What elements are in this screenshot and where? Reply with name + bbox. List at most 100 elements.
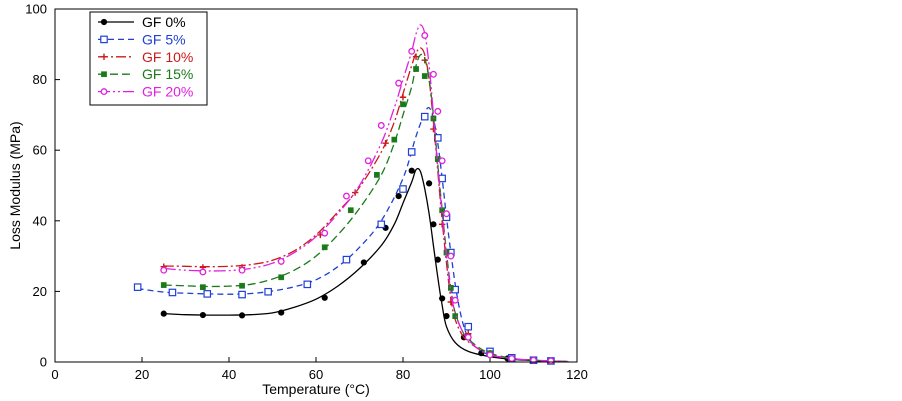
legend-marker bbox=[100, 88, 108, 96]
legend-label: GF 20% bbox=[142, 84, 193, 100]
x-tick-label: 60 bbox=[309, 367, 323, 382]
data-point bbox=[374, 172, 380, 178]
legend-label: GF 15% bbox=[142, 66, 193, 82]
data-point bbox=[133, 283, 142, 291]
series-line bbox=[163, 167, 569, 363]
data-point bbox=[439, 295, 446, 302]
data-point bbox=[438, 157, 446, 165]
x-tick-label: 40 bbox=[222, 367, 236, 382]
legend-label: GF 0% bbox=[142, 14, 186, 30]
data-point bbox=[400, 101, 406, 108]
data-point bbox=[420, 112, 429, 121]
y-axis-title: Loss Modulus (MPa) bbox=[7, 121, 23, 249]
data-point bbox=[452, 313, 459, 319]
data-point bbox=[364, 157, 372, 165]
legend-box bbox=[89, 11, 208, 106]
y-tick-label: 40 bbox=[33, 213, 47, 228]
legend-item: GF 5% bbox=[98, 31, 186, 47]
data-point bbox=[200, 284, 206, 291]
data-point bbox=[447, 252, 455, 260]
x-tick-label: 0 bbox=[51, 367, 58, 382]
y-tick-label: 20 bbox=[33, 284, 47, 299]
data-point bbox=[486, 351, 494, 359]
data-point bbox=[399, 94, 407, 101]
data-point bbox=[360, 259, 367, 266]
series-line bbox=[163, 47, 569, 363]
data-point bbox=[343, 192, 350, 200]
data-point bbox=[160, 310, 167, 317]
y-tick-label: 60 bbox=[33, 143, 47, 158]
data-point bbox=[238, 312, 246, 319]
data-point bbox=[342, 255, 351, 264]
data-point bbox=[547, 357, 555, 365]
legend-label: GF 10% bbox=[142, 49, 193, 65]
legend-item: GF 15% bbox=[98, 66, 193, 82]
data-point bbox=[351, 189, 359, 196]
data-point bbox=[438, 221, 446, 228]
data-point bbox=[464, 322, 473, 331]
data-point bbox=[278, 274, 285, 281]
data-point bbox=[238, 290, 246, 299]
data-point bbox=[239, 282, 245, 289]
series-gf-0 bbox=[160, 167, 569, 365]
plot-frame bbox=[54, 8, 578, 363]
data-point bbox=[430, 125, 437, 133]
legend-item: GF 20% bbox=[98, 84, 193, 100]
series-line bbox=[137, 106, 569, 363]
legend-marker bbox=[100, 18, 108, 26]
data-point bbox=[413, 66, 419, 72]
series-gf-15 bbox=[160, 53, 569, 365]
series-line bbox=[163, 24, 569, 363]
data-point bbox=[421, 32, 429, 39]
data-point bbox=[451, 296, 459, 304]
data-point bbox=[277, 257, 285, 265]
data-point bbox=[168, 288, 177, 297]
data-point bbox=[303, 280, 312, 289]
legend-item: GF 10% bbox=[98, 49, 193, 65]
series-layer bbox=[133, 24, 569, 365]
data-point bbox=[377, 122, 385, 129]
data-point bbox=[399, 185, 407, 193]
data-point bbox=[238, 266, 246, 274]
data-point bbox=[377, 220, 386, 229]
y-tick-label: 80 bbox=[33, 72, 47, 87]
legend-label: GF 5% bbox=[142, 31, 186, 47]
data-point bbox=[160, 266, 168, 274]
data-point bbox=[160, 282, 167, 288]
data-point bbox=[203, 290, 212, 298]
data-point bbox=[412, 53, 420, 60]
data-point bbox=[264, 287, 272, 296]
legend-marker bbox=[101, 71, 107, 78]
x-tick-label: 20 bbox=[135, 367, 149, 382]
data-point bbox=[430, 221, 437, 228]
data-point bbox=[199, 268, 207, 276]
data-point bbox=[321, 229, 329, 237]
data-point bbox=[508, 355, 516, 362]
legend-marker bbox=[100, 53, 108, 60]
axis-ticks-layer: 0 20 40 60 80 100 120 0 20 40 60 80 100 bbox=[25, 2, 588, 383]
data-point bbox=[434, 256, 441, 263]
legend-item: GF 0% bbox=[98, 14, 186, 30]
data-point bbox=[199, 311, 206, 319]
legend: GF 0%GF 5% GF 10%GF 15% GF 20% bbox=[89, 11, 208, 106]
data-point bbox=[464, 333, 472, 341]
data-point bbox=[408, 47, 416, 55]
data-point bbox=[430, 70, 437, 78]
data-point bbox=[321, 294, 328, 301]
x-tick-label: 120 bbox=[566, 367, 588, 382]
data-point bbox=[408, 167, 415, 174]
series-gf-10 bbox=[160, 47, 569, 364]
data-point bbox=[426, 180, 433, 187]
data-point bbox=[407, 148, 416, 156]
data-point bbox=[382, 139, 389, 147]
legend-marker bbox=[100, 35, 108, 44]
data-point bbox=[391, 136, 398, 143]
data-point bbox=[347, 207, 354, 214]
data-point bbox=[321, 244, 328, 251]
series-gf-20 bbox=[160, 24, 569, 365]
data-point bbox=[395, 79, 403, 87]
data-point bbox=[443, 210, 450, 218]
x-tick-label: 80 bbox=[396, 367, 410, 382]
y-tick-label: 0 bbox=[40, 355, 47, 370]
